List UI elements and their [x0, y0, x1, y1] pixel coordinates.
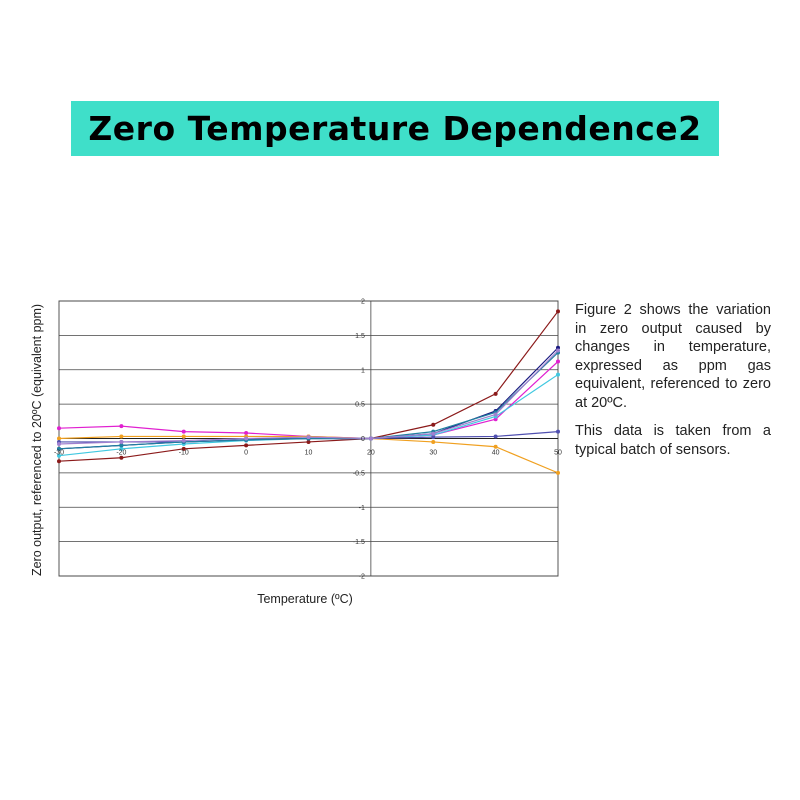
data-point — [556, 348, 560, 353]
data-point — [244, 436, 249, 441]
data-point — [431, 439, 436, 444]
y-tick-label: -0.5 — [353, 470, 365, 477]
data-point — [181, 446, 186, 451]
data-point — [556, 470, 560, 475]
data-point — [556, 345, 560, 350]
data-point — [244, 443, 249, 448]
data-point — [181, 429, 186, 434]
x-tick-label: 40 — [492, 450, 500, 457]
data-point — [493, 417, 498, 422]
data-point — [556, 372, 560, 377]
x-tick-label: 0 — [244, 450, 248, 457]
data-point — [57, 446, 61, 451]
series-line — [58, 350, 559, 445]
series-line — [58, 347, 559, 450]
y-tick-label: 0 — [361, 436, 365, 443]
data-point — [493, 444, 498, 449]
y-tick-label: 2 — [361, 299, 365, 306]
page-title: Zero Temperature Dependence2 — [88, 109, 702, 148]
x-tick-label: 10 — [305, 450, 313, 457]
data-point — [57, 426, 61, 431]
data-point — [181, 434, 186, 439]
data-point — [119, 424, 124, 429]
data-point — [493, 434, 498, 439]
data-point — [119, 443, 124, 448]
data-point — [244, 431, 249, 435]
y-tick-label: 1 — [361, 367, 365, 374]
data-point — [119, 455, 124, 460]
data-point — [556, 359, 560, 364]
data-point — [57, 442, 61, 446]
description-paragraph-2: This data is taken from a typical batch … — [575, 423, 771, 458]
x-tick-label: 20 — [367, 450, 375, 457]
x-tick-label: -10 — [179, 450, 189, 457]
y-tick-label: -1 — [359, 505, 365, 512]
description-paragraph-1: Figure 2 shows the variation in zero out… — [575, 302, 771, 411]
data-point — [556, 309, 560, 314]
x-tick-label: -20 — [116, 450, 126, 457]
y-axis-label: Zero output, referenced to 20ºC (equival… — [30, 304, 44, 576]
data-point — [181, 438, 186, 443]
data-point — [431, 435, 436, 440]
y-tick-label: 0.5 — [355, 402, 365, 409]
data-point — [431, 431, 436, 436]
data-point — [306, 435, 311, 440]
data-point — [119, 439, 124, 444]
x-tick-label: -30 — [54, 450, 64, 457]
y-tick-label: -2 — [359, 574, 365, 581]
y-tick-label: 1.5 — [355, 333, 365, 340]
data-point — [431, 422, 436, 427]
x-tick-label: 30 — [429, 450, 437, 457]
figure-description: Figure 2 shows the variation in zero out… — [575, 301, 771, 469]
data-point — [368, 436, 373, 441]
data-point — [493, 412, 498, 417]
y-tick-label: -1.5 — [353, 539, 365, 546]
chart-ticks: 2 1.5 1 0.5 0 -0.5 -1 -1.5 -2 -30 -20 -10 0 10 20 30 40 5… — [54, 299, 562, 581]
data-point — [57, 436, 61, 441]
data-point — [119, 434, 124, 439]
data-point — [493, 391, 498, 396]
data-point — [57, 459, 61, 464]
data-point — [119, 446, 124, 451]
data-point — [306, 439, 311, 444]
x-axis-label: Temperature (ºC) — [257, 592, 353, 606]
title-banner: Zero Temperature Dependence2 — [71, 101, 719, 156]
series-line — [58, 352, 559, 450]
data-point — [57, 453, 61, 458]
x-tick-label: 50 — [554, 450, 562, 457]
data-point — [556, 429, 560, 434]
chart-series — [57, 309, 560, 475]
